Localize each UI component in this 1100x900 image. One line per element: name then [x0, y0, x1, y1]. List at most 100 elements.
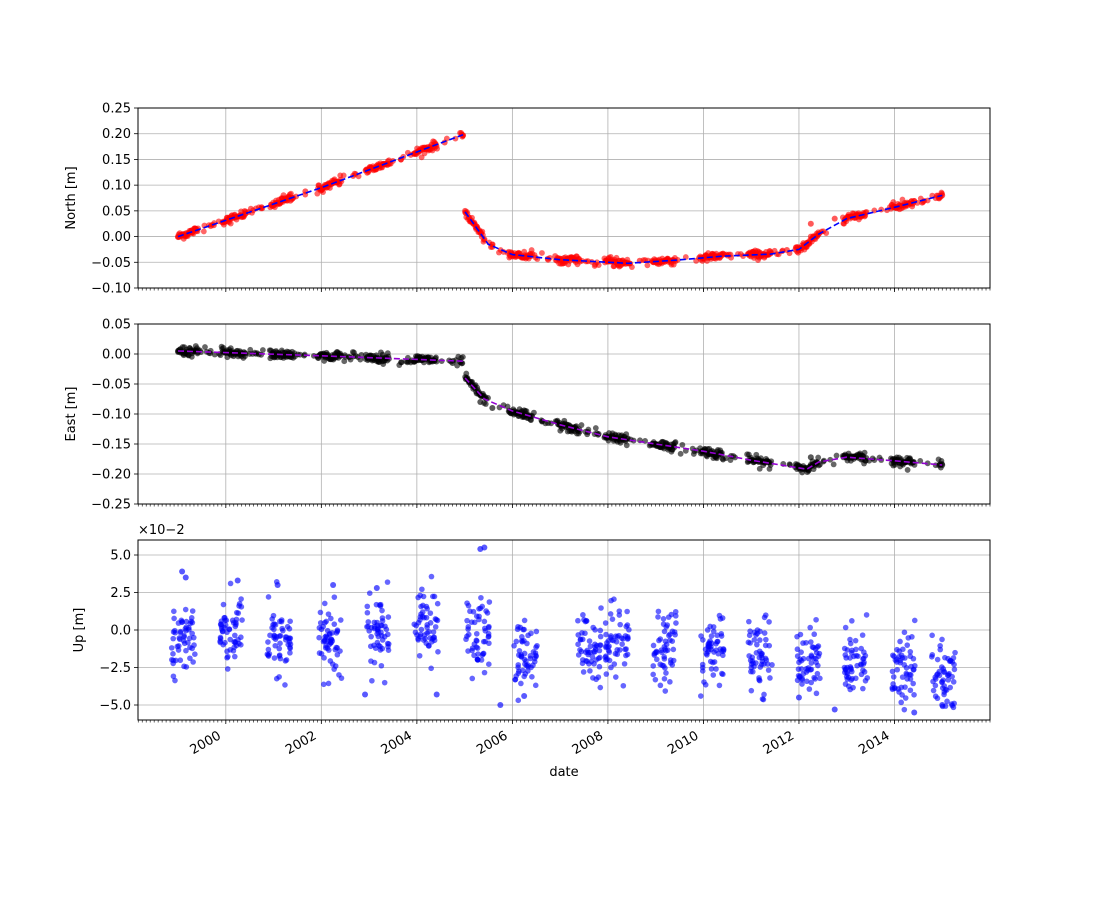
- up-data-point: [433, 616, 440, 623]
- east-data-point: [211, 351, 218, 358]
- north-y-tick-label: 0.05: [102, 204, 131, 219]
- up-data-point: [625, 635, 631, 642]
- up-data-point: [672, 613, 679, 619]
- north-data-point: [434, 145, 441, 152]
- east-data-point: [259, 347, 266, 353]
- up-data-point: [182, 606, 189, 613]
- up-data-point: [374, 626, 381, 633]
- north-data-point: [890, 199, 897, 205]
- north-data-point: [452, 135, 459, 142]
- up-data-point: [430, 629, 437, 635]
- up-data-point: [929, 632, 935, 639]
- up-data-point: [232, 632, 238, 639]
- up-data-point: [174, 643, 181, 650]
- up-data-point: [238, 596, 244, 602]
- up-data-point: [224, 654, 230, 661]
- up-data-point: [190, 634, 197, 641]
- up-data-point: [945, 677, 952, 683]
- up-data-point: [525, 632, 531, 639]
- up-data-point: [365, 619, 372, 625]
- up-data-point: [708, 633, 715, 639]
- up-data-point: [591, 648, 597, 655]
- up-data-point: [433, 691, 440, 698]
- up-data-point: [713, 666, 719, 672]
- up-data-point: [895, 686, 901, 692]
- up-data-point: [842, 624, 849, 631]
- north-data-point: [227, 220, 234, 227]
- up-data-point: [239, 617, 245, 623]
- up-data-point: [483, 608, 489, 614]
- up-data-point: [592, 641, 598, 648]
- up-data-point: [889, 686, 896, 693]
- up-data-point: [221, 614, 228, 621]
- up-y-tick-label: 2.5: [110, 586, 131, 601]
- east-y-ticks: −0.25 −0.20 −0.15 −0.10 −0.05 0.00 0.05: [91, 318, 138, 513]
- up-data-point: [619, 641, 625, 647]
- east-data-point: [463, 375, 470, 381]
- east-data-point: [904, 467, 911, 473]
- up-data-point: [808, 679, 815, 686]
- east-y-tick-label: 0.00: [102, 348, 131, 363]
- up-data-point: [669, 628, 676, 635]
- east-data-point: [815, 454, 822, 461]
- up-data-point: [803, 678, 810, 685]
- up-data-point: [220, 601, 227, 608]
- north-y-tick-label: 0.15: [102, 153, 131, 168]
- up-data-point: [650, 663, 657, 669]
- east-data-point: [768, 458, 775, 465]
- up-data-point: [464, 617, 470, 624]
- up-data-point: [608, 664, 614, 671]
- up-data-point: [911, 692, 917, 698]
- up-data-point: [271, 633, 278, 639]
- up-data-point: [181, 632, 187, 639]
- east-data-point: [482, 401, 489, 407]
- up-data-point: [766, 619, 772, 625]
- up-data-point: [798, 666, 805, 672]
- up-data-point: [942, 686, 949, 693]
- up-data-point: [949, 659, 956, 665]
- up-data-point: [515, 697, 522, 704]
- up-data-point: [902, 655, 908, 661]
- up-data-point: [224, 666, 231, 672]
- up-data-point: [521, 638, 527, 644]
- up-data-point: [170, 635, 177, 642]
- up-data-point: [481, 544, 488, 551]
- east-data-point: [672, 439, 679, 445]
- up-data-point: [617, 621, 623, 628]
- up-data-point: [276, 645, 283, 652]
- up-data-point: [620, 682, 627, 689]
- up-data-point: [230, 647, 237, 654]
- north-data-point: [473, 223, 480, 230]
- up-data-point: [663, 624, 670, 630]
- north-fit-line: [177, 133, 943, 265]
- up-data-point: [382, 623, 388, 630]
- up-data-point: [582, 630, 588, 637]
- up-data-point: [233, 642, 240, 649]
- up-data-point: [235, 610, 242, 616]
- north-data-point: [489, 243, 496, 250]
- up-data-point: [186, 635, 193, 642]
- up-data-point: [527, 655, 534, 662]
- up-data-point: [517, 624, 524, 631]
- north-data-point: [682, 254, 689, 260]
- up-data-point: [418, 626, 425, 633]
- up-data-point: [808, 653, 815, 660]
- up-data-point: [321, 655, 327, 661]
- up-data-point: [471, 619, 478, 626]
- up-data-point: [521, 650, 528, 657]
- up-data-point: [657, 682, 664, 689]
- up-data-point: [951, 666, 958, 673]
- up-data-point: [746, 632, 753, 639]
- up-data-point: [320, 638, 327, 645]
- up-data-point: [899, 692, 905, 698]
- up-data-point: [366, 628, 372, 634]
- up-data-point: [226, 626, 233, 632]
- up-data-point: [805, 665, 812, 671]
- east-y-tick-label: −0.05: [91, 378, 131, 393]
- north-data-point: [462, 207, 469, 214]
- up-data-point: [188, 615, 195, 621]
- up-data-point: [720, 652, 726, 659]
- north-data-point: [584, 258, 591, 265]
- up-data-point: [269, 624, 275, 631]
- up-data-point: [807, 624, 813, 631]
